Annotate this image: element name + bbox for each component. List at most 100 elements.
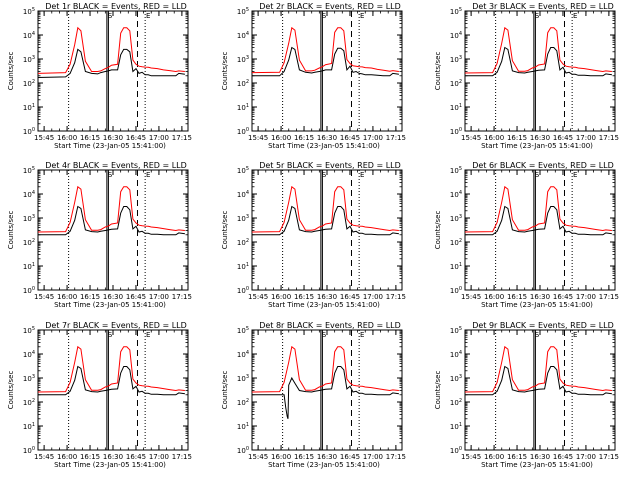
chart-title: Det 6r BLACK = Events, RED = LLD (472, 161, 614, 170)
y-axis-label: Counts/sec (434, 211, 442, 250)
series-line-events (465, 205, 612, 236)
y-tick-label: 102 (450, 79, 462, 88)
x-axis-label: Start Time (23-Jan-05 15:41:00) (481, 142, 593, 150)
series-line-lld (252, 185, 399, 233)
x-tick-label: 16:30 (103, 293, 123, 301)
series-line-events (38, 365, 185, 396)
y-tick-label: 103 (23, 55, 35, 64)
x-tick-label: 15:45 (461, 293, 481, 301)
marker-label-e: E (573, 12, 577, 20)
marker-label-e: E (146, 171, 150, 179)
y-tick-label: 105 (237, 166, 249, 175)
x-tick-label: 16:45 (126, 134, 146, 142)
series-line-events (252, 46, 399, 77)
y-tick-label: 104 (237, 350, 249, 359)
y-tick-label: 102 (237, 79, 249, 88)
y-tick-label: 102 (237, 398, 249, 407)
x-tick-label: 17:15 (386, 293, 406, 301)
x-tick-label: 17:15 (599, 134, 619, 142)
x-tick-label: 16:45 (340, 453, 360, 461)
x-tick-label: 15:45 (461, 134, 481, 142)
marker-label-s: S (108, 12, 113, 20)
x-tick-label: 16:15 (80, 134, 100, 142)
y-tick-label: 105 (23, 7, 35, 16)
x-tick-label: 17:00 (149, 293, 169, 301)
y-tick-label: 100 (237, 446, 249, 455)
x-tick-label: 16:00 (57, 134, 77, 142)
y-tick-label: 102 (237, 238, 249, 247)
plot-frame (251, 329, 403, 451)
x-tick-label: 17:00 (363, 134, 383, 142)
y-tick-label: 103 (237, 55, 249, 64)
y-tick-label: 102 (450, 398, 462, 407)
y-tick-label: 104 (450, 350, 462, 359)
y-axis-label: Counts/sec (434, 52, 442, 91)
x-tick-label: 15:45 (248, 134, 268, 142)
x-tick-label: 16:15 (294, 134, 314, 142)
marker-label-s: S (322, 12, 327, 20)
y-tick-label: 105 (450, 166, 462, 175)
x-tick-label: 16:00 (484, 134, 504, 142)
x-tick-label: 17:00 (576, 293, 596, 301)
x-tick-label: 17:15 (599, 293, 619, 301)
series-line-lld (252, 345, 399, 393)
y-axis-label: Counts/sec (221, 211, 229, 250)
x-tick-label: 16:30 (530, 453, 550, 461)
y-axis-label: Counts/sec (7, 371, 15, 410)
x-axis-label: Start Time (23-Jan-05 15:41:00) (481, 461, 593, 469)
marker-label-s: S (322, 171, 327, 179)
x-tick-label: 16:45 (126, 453, 146, 461)
y-tick-label: 101 (23, 422, 35, 431)
series-line-lld (38, 345, 185, 393)
plot-frame (251, 169, 403, 291)
series-line-lld (252, 26, 399, 74)
y-tick-label: 103 (450, 55, 462, 64)
x-tick-label: 15:45 (34, 134, 54, 142)
series-line-events (252, 366, 399, 419)
y-tick-label: 105 (23, 166, 35, 175)
y-tick-label: 105 (450, 326, 462, 335)
x-tick-label: 17:00 (363, 293, 383, 301)
x-tick-label: 17:00 (576, 134, 596, 142)
y-tick-label: 103 (237, 214, 249, 223)
y-tick-label: 100 (450, 286, 462, 295)
plot-frame (464, 10, 616, 132)
x-axis-label: Start Time (23-Jan-05 15:41:00) (268, 142, 380, 150)
chart-panel-9: Det 9r BLACK = Events, RED = LLD 100 101 10… (434, 321, 619, 469)
x-axis-label: Start Time (23-Jan-05 15:41:00) (268, 301, 380, 309)
x-tick-label: 17:15 (172, 293, 192, 301)
x-tick-label: 16:30 (317, 453, 337, 461)
y-tick-label: 100 (237, 286, 249, 295)
x-axis-label: Start Time (23-Jan-05 15:41:00) (481, 301, 593, 309)
plot-frame (37, 169, 189, 291)
y-tick-label: 100 (23, 446, 35, 455)
marker-label-e: E (360, 171, 364, 179)
marker-label-e: E (573, 331, 577, 339)
y-tick-label: 101 (237, 103, 249, 112)
x-tick-label: 16:00 (57, 453, 77, 461)
series-line-lld (38, 185, 185, 233)
y-tick-label: 104 (23, 190, 35, 199)
marker-label-s: S (535, 171, 540, 179)
x-tick-label: 16:00 (271, 293, 291, 301)
chart-title: Det 7r BLACK = Events, RED = LLD (45, 321, 187, 330)
y-tick-label: 103 (450, 374, 462, 383)
x-axis-label: Start Time (23-Jan-05 15:41:00) (54, 461, 166, 469)
marker-label-s: S (108, 331, 113, 339)
y-tick-label: 101 (450, 262, 462, 271)
series-line-lld (38, 26, 185, 74)
y-tick-label: 101 (237, 262, 249, 271)
y-tick-label: 101 (237, 422, 249, 431)
x-tick-label: 15:45 (248, 293, 268, 301)
y-tick-label: 104 (450, 31, 462, 40)
x-tick-label: 16:45 (553, 134, 573, 142)
marker-label-e: E (146, 12, 150, 20)
marker-label-s: S (535, 331, 540, 339)
